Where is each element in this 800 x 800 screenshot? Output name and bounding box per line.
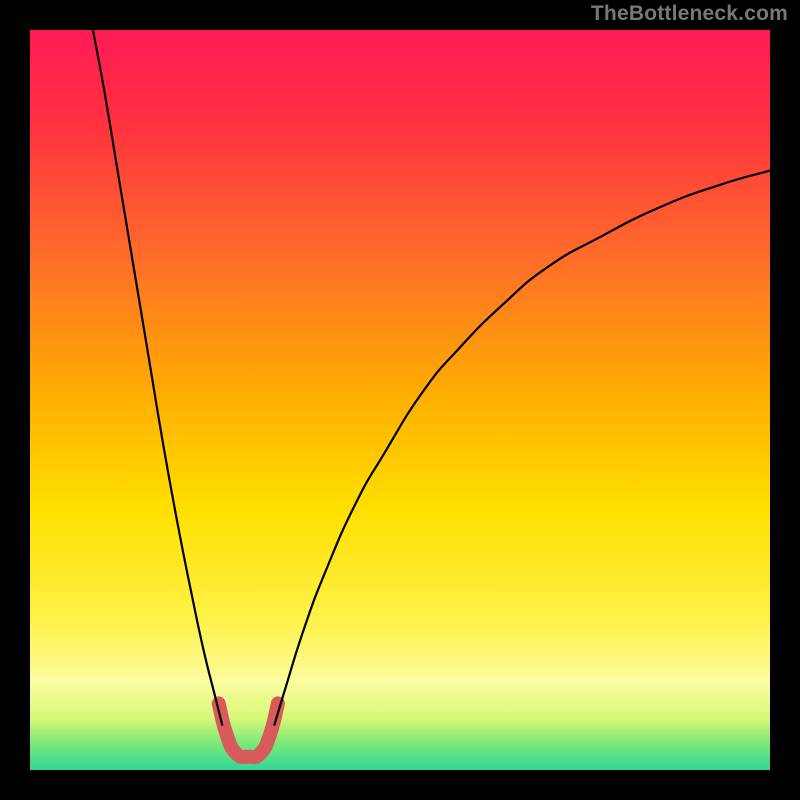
gradient-background xyxy=(30,30,770,770)
watermark-text: TheBottleneck.com xyxy=(591,2,788,26)
chart-frame: TheBottleneck.com xyxy=(0,0,800,800)
chart-svg xyxy=(30,30,770,770)
plot-area xyxy=(30,30,770,770)
